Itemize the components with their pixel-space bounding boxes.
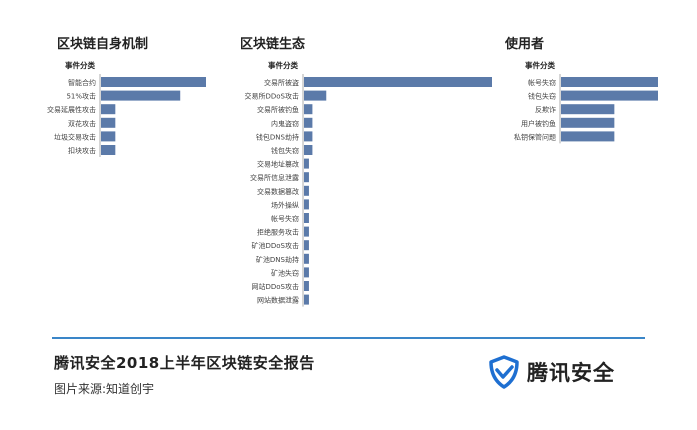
chart-2-category-label: 矿池失窃	[271, 268, 299, 277]
chart-2-category-label: 交易所被钓鱼	[257, 105, 299, 114]
chart-1-category-label: 垃圾交易攻击	[54, 132, 96, 141]
chart-2-category-label: 交易地址篡改	[257, 160, 299, 169]
chart-2-category-label: 钱包失窃	[271, 146, 299, 155]
chart-2-bar	[304, 90, 327, 101]
chart-3-bar	[561, 104, 615, 115]
chart-2-title: 区块链生态	[240, 36, 305, 52]
image-source: 图片来源:知道创宇	[54, 382, 155, 396]
chart-2-bar	[304, 185, 309, 196]
chart-2-category-label: 网站DDoS攻击	[251, 282, 299, 291]
chart-1-category-label: 扣块攻击	[68, 146, 96, 155]
chart-1-category-label: 51%攻击	[66, 92, 96, 101]
chart-3-category-label: 用户被钓鱼	[521, 119, 556, 128]
chart-3-category-header: 事件分类	[525, 60, 555, 70]
chart-2-category-label: 交易数据篡改	[257, 187, 299, 196]
chart-2-bar	[304, 213, 309, 223]
chart-2-bar	[304, 267, 309, 278]
chart-3-bar	[561, 90, 658, 101]
chart-2-bar	[304, 158, 309, 169]
chart-2-bar	[304, 240, 309, 251]
chart-2-bar	[304, 145, 313, 155]
chart-1-category-header: 事件分类	[65, 60, 95, 70]
chart-2-category-label: 场外操纵	[271, 200, 299, 209]
chart-2-category-label: 交易所DDoS攻击	[244, 92, 299, 101]
chart-2-category-label: 拒绝服务攻击	[257, 228, 299, 237]
chart-2-category-label: 钱包DNS劫持	[256, 132, 299, 141]
chart-3-bar	[561, 77, 658, 87]
chart-1-bar	[101, 77, 206, 87]
chart-2-bar	[304, 199, 309, 210]
brand: 腾讯安全	[487, 355, 615, 389]
chart-2-category-label: 交易所信息泄露	[250, 173, 299, 182]
chart-3-category-label: 反欺诈	[535, 105, 556, 114]
chart-3-category-label: 钱包失窃	[528, 92, 556, 101]
chart-2-category-label: 帐号失窃	[271, 214, 299, 223]
chart-2-bar	[304, 226, 309, 237]
chart-2-category-label: 内鬼盗窃	[271, 119, 299, 128]
chart-1-category-label: 双花攻击	[68, 119, 96, 128]
chart-1-category-label: 智能合约	[68, 78, 96, 87]
chart-2-bar	[304, 294, 309, 305]
chart-2-bar	[304, 131, 313, 142]
chart-3-bar	[561, 117, 615, 128]
chart-2-category-label: 网站数据泄露	[257, 296, 299, 305]
chart-3-category-label: 私钥保管问题	[514, 132, 556, 141]
chart-1-bar	[101, 131, 116, 142]
chart-2-category-label: 矿池DNS劫持	[256, 255, 299, 264]
chart-2-bar	[304, 104, 313, 115]
chart-2-bar	[304, 77, 492, 87]
chart-3-title: 使用者	[504, 36, 544, 52]
chart-1-bar	[101, 104, 116, 115]
chart-2-category-label: 交易所被盗	[264, 78, 299, 87]
chart-1-category-label: 交易延展性攻击	[47, 105, 96, 114]
chart-3-bar	[561, 131, 615, 142]
divider	[52, 337, 645, 339]
chart-2-bar	[304, 253, 309, 264]
chart-1-bar	[101, 117, 116, 128]
chart-3-category-label: 帐号失窃	[528, 78, 556, 87]
chart-1-bar	[101, 90, 181, 101]
chart-2-category-label: 矿池DDoS攻击	[251, 241, 299, 250]
chart-1-bar	[101, 145, 116, 155]
chart-2-bar	[304, 117, 313, 128]
chart-1-title: 区块链自身机制	[57, 36, 148, 52]
report-title: 腾讯安全2018上半年区块链安全报告	[54, 354, 315, 372]
chart-2-bar	[304, 172, 309, 183]
shield-check-icon	[489, 355, 519, 389]
chart-2-category-header: 事件分类	[268, 60, 298, 70]
chart-2-bar	[304, 281, 309, 291]
brand-name: 腾讯安全	[527, 361, 615, 385]
